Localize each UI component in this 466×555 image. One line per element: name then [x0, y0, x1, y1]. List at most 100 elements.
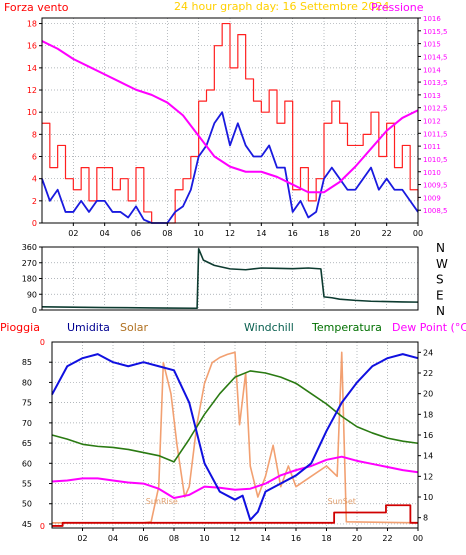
rain-label: Pioggia: [0, 321, 40, 334]
sunset-label: SunSet: [328, 497, 356, 506]
wind-y-tick-label: 0: [32, 219, 37, 228]
pressure-y-tick-label: 1012: [423, 118, 441, 126]
compass-n-label: N: [436, 304, 445, 318]
temp-y-tick-label: 16: [423, 431, 433, 440]
temp-y-tick-label: 24: [423, 348, 433, 357]
wind-x-tick-label: 02: [68, 229, 78, 238]
dir-y-tick-label: 270: [22, 259, 37, 268]
wind-y-tick-label: 4: [32, 175, 37, 184]
windchill-label: Windchill: [244, 321, 294, 334]
pressure-y-tick-label: 1013,5: [423, 79, 448, 87]
meteo-x-tick-label: 02: [77, 534, 87, 543]
wind-x-tick-label: 20: [350, 229, 360, 238]
meteo-x-tick-label: 04: [108, 534, 118, 543]
temperature-label: Temperatura: [311, 321, 382, 334]
humidity-y-tick-label: 65: [22, 439, 32, 448]
graph-title: 24 hour graph day: 16 Settembre 2024: [174, 0, 389, 13]
pressure-y-tick-label: 1014: [423, 66, 441, 74]
humidity-y-tick-label: 70: [22, 419, 32, 428]
solar-label: Solar: [120, 321, 149, 334]
humidity-y-tick-label: 60: [22, 459, 32, 468]
wind-avg-line: [41, 111, 419, 224]
dir-y-tick-label: 90: [27, 290, 37, 299]
pressure-y-tick-label: 1011: [423, 143, 441, 151]
dewpoint-line: [51, 455, 419, 500]
wind-y-tick-label: 12: [27, 86, 37, 95]
wind-label: Forza vento: [4, 1, 69, 14]
wind-x-tick-label: 22: [382, 229, 392, 238]
solar-line: [52, 351, 419, 524]
meteo-x-tick-label: 00: [413, 534, 423, 543]
humidity-line: [51, 353, 419, 521]
compass-e-label: E: [436, 288, 444, 302]
meteo-x-tick-label: 20: [352, 534, 362, 543]
wind-x-tick-label: 12: [225, 229, 235, 238]
meteo-x-tick-label: 14: [260, 534, 270, 543]
temp-y-tick-label: 20: [423, 390, 433, 399]
wind-x-tick-label: 16: [288, 229, 298, 238]
humidity-y-tick-label: 85: [22, 358, 32, 367]
rain-top-label: 0: [40, 338, 45, 347]
pressure-y-tick-label: 1015: [423, 41, 441, 49]
pressure-y-tick-label: 1014,5: [423, 53, 448, 61]
wind-direction-line: [41, 247, 419, 310]
temp-y-tick-label: 14: [423, 452, 433, 461]
meteo-x-tick-label: 06: [138, 534, 148, 543]
humidity-y-tick-label: 45: [22, 520, 32, 529]
temp-y-tick-label: 12: [423, 472, 433, 481]
wind-y-tick-label: 8: [32, 130, 37, 139]
wind-x-tick-label: 18: [319, 229, 329, 238]
dewpoint-label: Dew Point (°C): [392, 321, 466, 334]
temp-y-tick-label: 8: [423, 514, 428, 523]
pressure-line: [41, 40, 419, 194]
wind-y-tick-label: 18: [27, 20, 37, 29]
wind-x-tick-label: 04: [100, 229, 110, 238]
wind-x-tick-label: 10: [194, 229, 204, 238]
meteo-x-tick-label: 12: [230, 534, 240, 543]
pressure-y-tick-label: 1010,5: [423, 156, 448, 164]
wind-x-tick-label: 00: [413, 229, 423, 238]
rain-line: [52, 504, 418, 527]
meteo-x-tick-label: 18: [321, 534, 331, 543]
sunrise-label: SunRise: [146, 497, 178, 506]
humidity-label: Umidita: [67, 321, 110, 334]
meteo-x-tick-label: 22: [382, 534, 392, 543]
pressure-y-tick-label: 1015,5: [423, 28, 448, 36]
wind-y-tick-label: 14: [27, 64, 37, 73]
meteo-x-tick-label: 10: [199, 534, 209, 543]
wind-y-tick-label: 10: [27, 108, 37, 117]
meteo-x-tick-label: 08: [169, 534, 179, 543]
pressure-y-tick-label: 1008,5: [423, 207, 448, 215]
pressure-y-tick-label: 1010: [423, 169, 441, 177]
wind-x-tick-label: 08: [162, 229, 172, 238]
rain-bottom-label: 0: [40, 522, 45, 531]
wind-x-tick-label: 14: [256, 229, 266, 238]
temperature-line: [51, 370, 419, 463]
wind-x-tick-label: 06: [131, 229, 141, 238]
pressure-y-tick-label: 1009: [423, 194, 441, 202]
compass-w-label: W: [436, 257, 448, 271]
temp-y-tick-label: 10: [423, 493, 433, 502]
compass-s-label: S: [436, 273, 444, 287]
pressure-y-tick-label: 1009,5: [423, 182, 448, 190]
temp-y-tick-label: 18: [423, 410, 433, 419]
pressure-label: Pressione: [371, 1, 424, 14]
pressure-y-tick-label: 1016: [423, 15, 441, 23]
compass-n-label: N: [436, 241, 445, 255]
wind-y-tick-label: 16: [27, 42, 37, 51]
dir-y-tick-label: 360: [22, 243, 37, 252]
temp-y-tick-label: 22: [423, 369, 433, 378]
wind-y-tick-label: 2: [32, 197, 37, 206]
wind-y-tick-label: 6: [32, 153, 37, 162]
meteo-x-tick-label: 16: [291, 534, 301, 543]
humidity-y-tick-label: 50: [22, 500, 32, 509]
humidity-y-tick-label: 75: [22, 399, 32, 408]
dir-y-tick-label: 0: [32, 306, 37, 315]
wind-gust-line: [42, 22, 419, 224]
pressure-y-tick-label: 1012,5: [423, 105, 448, 113]
pressure-y-tick-label: 1013: [423, 92, 441, 100]
humidity-y-tick-label: 80: [22, 378, 32, 387]
dir-y-tick-label: 180: [22, 275, 37, 284]
